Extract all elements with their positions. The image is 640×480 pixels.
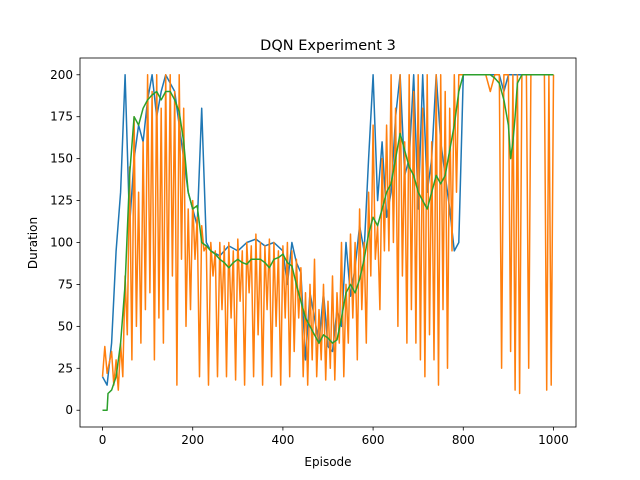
y-axis: 0 25 50 75 100 125 150 175 200 — [50, 68, 80, 417]
x-tick-label: 600 — [362, 433, 385, 447]
x-axis-label: Episode — [304, 455, 351, 469]
series-line-2 — [101, 74, 555, 395]
y-tick-label: 75 — [58, 277, 73, 291]
x-tick-label: 800 — [452, 433, 475, 447]
x-tick-label: 0 — [99, 433, 107, 447]
y-axis-label: Duration — [26, 217, 40, 269]
y-tick-label: 0 — [65, 403, 73, 417]
series-line-3 — [102, 74, 554, 411]
y-tick-label: 175 — [50, 110, 73, 124]
chart-title: DQN Experiment 3 — [260, 38, 396, 54]
series-line-1 — [101, 74, 554, 386]
x-tick-label: 400 — [271, 433, 294, 447]
x-axis: 0 200 400 600 800 1000 — [99, 427, 569, 447]
y-tick-label: 25 — [58, 361, 73, 375]
y-tick-label: 200 — [50, 68, 73, 82]
y-tick-label: 150 — [50, 152, 73, 166]
y-tick-label: 100 — [50, 236, 73, 250]
series-layer — [101, 74, 555, 411]
y-tick-label: 125 — [50, 194, 73, 208]
x-tick-label: 200 — [181, 433, 204, 447]
y-tick-label: 50 — [58, 319, 73, 333]
x-tick-label: 1000 — [538, 433, 569, 447]
